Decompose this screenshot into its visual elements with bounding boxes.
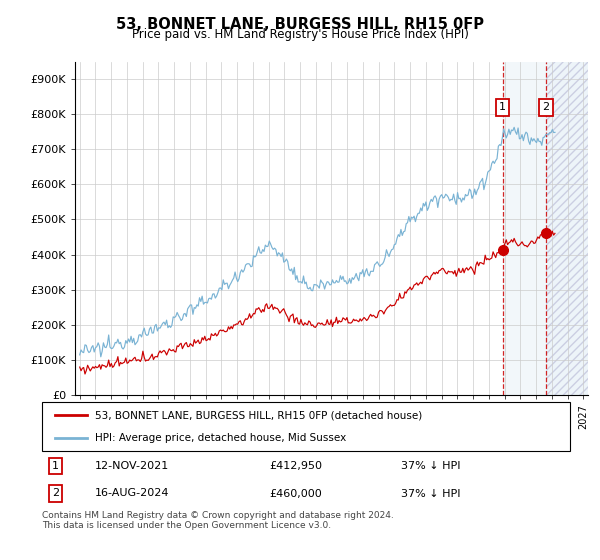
Text: 37% ↓ HPI: 37% ↓ HPI xyxy=(401,461,461,471)
Text: 2: 2 xyxy=(52,488,59,498)
Text: 12-NOV-2021: 12-NOV-2021 xyxy=(95,461,169,471)
Text: £412,950: £412,950 xyxy=(269,461,322,471)
Text: 53, BONNET LANE, BURGESS HILL, RH15 0FP (detached house): 53, BONNET LANE, BURGESS HILL, RH15 0FP … xyxy=(95,410,422,421)
Text: Contains HM Land Registry data © Crown copyright and database right 2024.
This d: Contains HM Land Registry data © Crown c… xyxy=(42,511,394,530)
Bar xyxy=(503,62,546,395)
Text: 53, BONNET LANE, BURGESS HILL, RH15 0FP: 53, BONNET LANE, BURGESS HILL, RH15 0FP xyxy=(116,17,484,32)
Text: HPI: Average price, detached house, Mid Sussex: HPI: Average price, detached house, Mid … xyxy=(95,433,346,444)
Text: £460,000: £460,000 xyxy=(269,488,322,498)
Text: 1: 1 xyxy=(499,102,506,112)
Bar xyxy=(546,62,588,395)
Text: 16-AUG-2024: 16-AUG-2024 xyxy=(95,488,169,498)
Text: 2: 2 xyxy=(542,102,550,112)
Text: 1: 1 xyxy=(52,461,59,471)
FancyBboxPatch shape xyxy=(42,402,570,451)
Bar xyxy=(546,62,588,395)
Text: Price paid vs. HM Land Registry's House Price Index (HPI): Price paid vs. HM Land Registry's House … xyxy=(131,28,469,41)
Text: 37% ↓ HPI: 37% ↓ HPI xyxy=(401,488,461,498)
